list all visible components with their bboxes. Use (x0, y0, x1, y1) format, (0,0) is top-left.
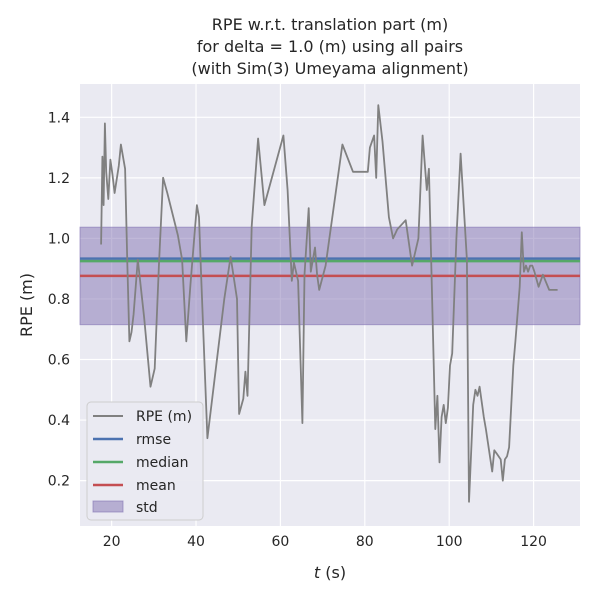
x-axis-label: t (s) (314, 563, 346, 582)
x-axis-label-unit: (s) (320, 563, 346, 582)
chart-title-line-1: RPE w.r.t. translation part (m) (211, 15, 449, 34)
legend-label-series: RPE (m) (136, 409, 192, 425)
x-tick-label: 120 (520, 534, 547, 550)
y-tick-label: 1.0 (48, 231, 70, 247)
legend-label-mean: mean (136, 478, 176, 494)
y-tick-label: 0.8 (48, 292, 70, 308)
tick-labels: 20 40 60 80 100 120 0.2 0.4 0.6 0.8 1.0 1.2 1.4 (48, 110, 547, 550)
y-axis-label: RPE (m) (17, 273, 36, 337)
rpe-series-line (100, 104, 558, 503)
x-tick-label: 80 (356, 534, 374, 550)
x-tick-label: 40 (187, 534, 205, 550)
x-tick-label: 100 (436, 534, 463, 550)
stat-lines (80, 257, 580, 278)
y-tick-label: 0.6 (48, 352, 70, 368)
x-axis-label-var: t (314, 563, 321, 582)
y-tick-label: 0.2 (48, 474, 70, 490)
legend-swatch-std (92, 500, 124, 513)
chart-title-line-2: for delta = 1.0 (m) using all pairs (196, 37, 464, 56)
chart-title-line-3: (with Sim(3) Umeyama alignment) (191, 59, 469, 78)
x-tick-label: 60 (272, 534, 290, 550)
x-tick-label: 20 (103, 534, 121, 550)
legend-frame (86, 401, 204, 521)
legend-label-rmse: rmse (136, 432, 171, 448)
y-tick-label: 0.4 (48, 413, 70, 429)
legend-label-median: median (136, 455, 188, 471)
legend: RPE (m) rmse median mean std (86, 401, 204, 521)
series-layer (100, 104, 558, 503)
y-tick-label: 1.2 (48, 171, 70, 187)
legend-label-std: std (136, 500, 158, 516)
y-tick-label: 1.4 (48, 110, 70, 126)
